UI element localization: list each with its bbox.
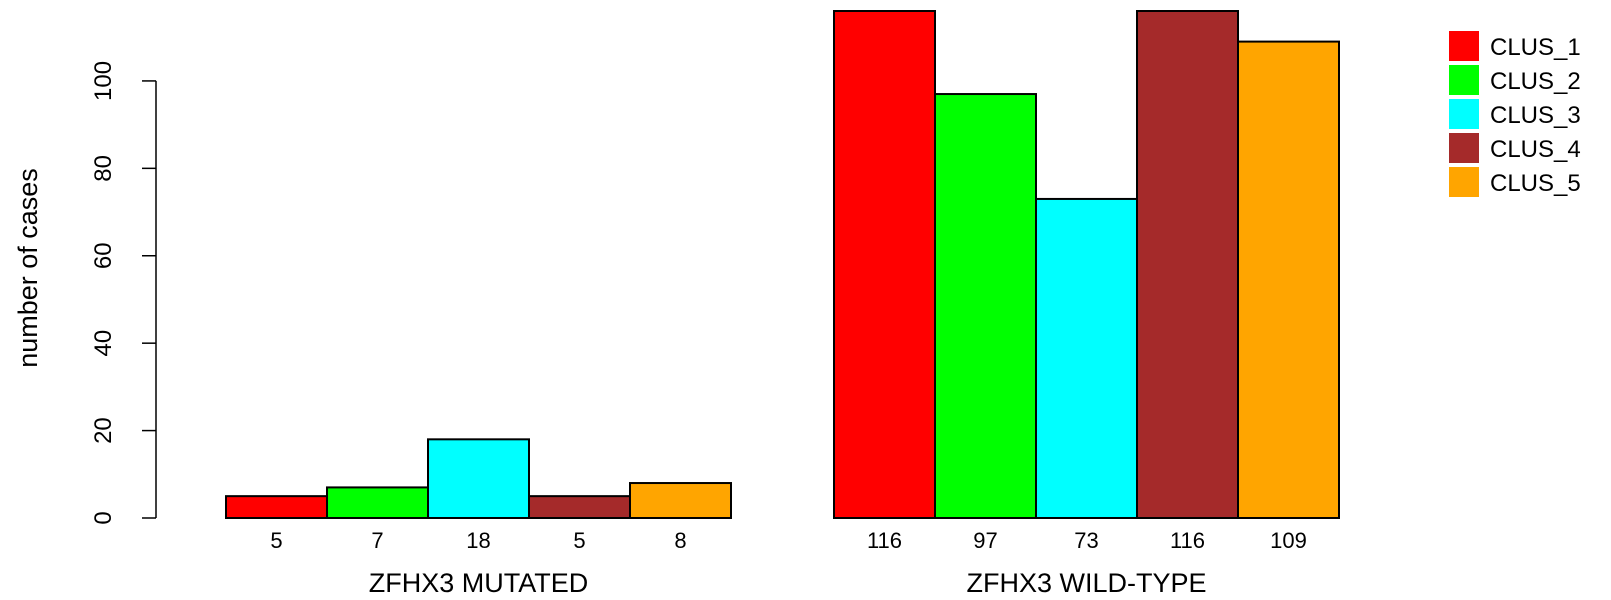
bar-count-label: 18 — [466, 528, 490, 553]
legend-swatch — [1449, 99, 1479, 129]
legend: CLUS_1 CLUS_2 CLUS_3 CLUS_4 CLUS_5 — [1449, 31, 1581, 197]
legend-label: CLUS_3 — [1490, 102, 1581, 129]
bar-count-label: 73 — [1074, 528, 1098, 553]
bar-count-label: 5 — [270, 528, 282, 553]
group-label: ZFHX3 MUTATED — [369, 568, 589, 598]
legend-label: CLUS_4 — [1490, 136, 1581, 163]
bar-count-label: 116 — [1170, 528, 1205, 553]
bar — [1136, 10, 1239, 519]
legend-swatch — [1449, 31, 1479, 61]
y-tick-label: 80 — [90, 155, 117, 182]
legend-label: CLUS_1 — [1490, 34, 1581, 61]
bar — [629, 482, 732, 520]
bar — [225, 495, 328, 519]
bar-count-label: 109 — [1270, 528, 1307, 553]
y-tick-label: 20 — [90, 417, 117, 444]
y-axis-label: number of cases — [13, 168, 43, 368]
legend-label: CLUS_5 — [1490, 170, 1581, 197]
bar-count-label: 7 — [371, 528, 383, 553]
legend-swatch — [1449, 65, 1479, 95]
bar-count-label: 5 — [573, 528, 585, 553]
legend-swatch — [1449, 167, 1479, 197]
bar — [1035, 197, 1138, 519]
legend-swatch — [1449, 133, 1479, 163]
legend-label: CLUS_2 — [1490, 68, 1581, 95]
group-label: ZFHX3 WILD-TYPE — [966, 568, 1206, 598]
bar — [528, 495, 631, 519]
bars — [225, 10, 1340, 520]
bar — [934, 93, 1037, 520]
y-tick-label: 100 — [90, 61, 117, 101]
bar-count-label: 97 — [973, 528, 997, 553]
bar-count-label: 8 — [674, 528, 686, 553]
y-axis: 0 20 40 60 80 100 — [90, 61, 157, 525]
bar — [326, 486, 429, 520]
bar-count-label: 116 — [867, 528, 902, 553]
bar — [427, 438, 530, 519]
bar — [1237, 40, 1340, 520]
bar — [833, 10, 936, 519]
bar-count-labels: 5 7 18 5 8 ZFHX3 MUTATED 116 97 73 116 109 ZFHX3 WI… — [270, 528, 1306, 598]
y-tick-label: 0 — [90, 511, 117, 524]
y-tick-label: 40 — [90, 330, 117, 357]
y-tick-label: 60 — [90, 242, 117, 269]
